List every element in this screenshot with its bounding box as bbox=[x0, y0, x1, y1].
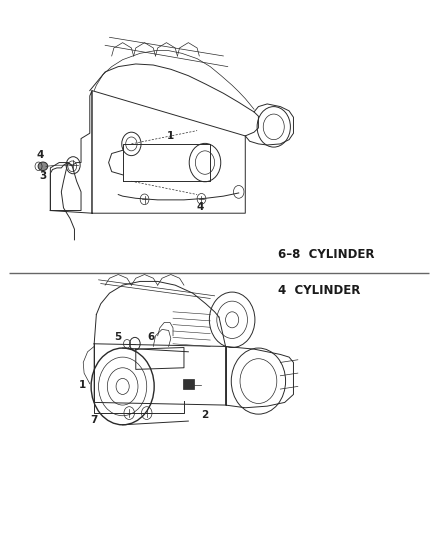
Text: 6–8  CYLINDER: 6–8 CYLINDER bbox=[278, 248, 374, 261]
Text: 1: 1 bbox=[166, 131, 173, 141]
Text: 3: 3 bbox=[39, 171, 46, 181]
Text: 7: 7 bbox=[91, 415, 98, 425]
Text: 4: 4 bbox=[197, 202, 204, 212]
Text: 4  CYLINDER: 4 CYLINDER bbox=[278, 284, 360, 297]
Bar bbox=[183, 379, 194, 389]
Ellipse shape bbox=[38, 162, 48, 171]
Text: 6: 6 bbox=[148, 332, 155, 342]
Text: 2: 2 bbox=[201, 410, 208, 419]
Text: 4: 4 bbox=[37, 150, 44, 159]
Text: 5: 5 bbox=[114, 332, 121, 342]
Text: 1: 1 bbox=[79, 380, 86, 390]
